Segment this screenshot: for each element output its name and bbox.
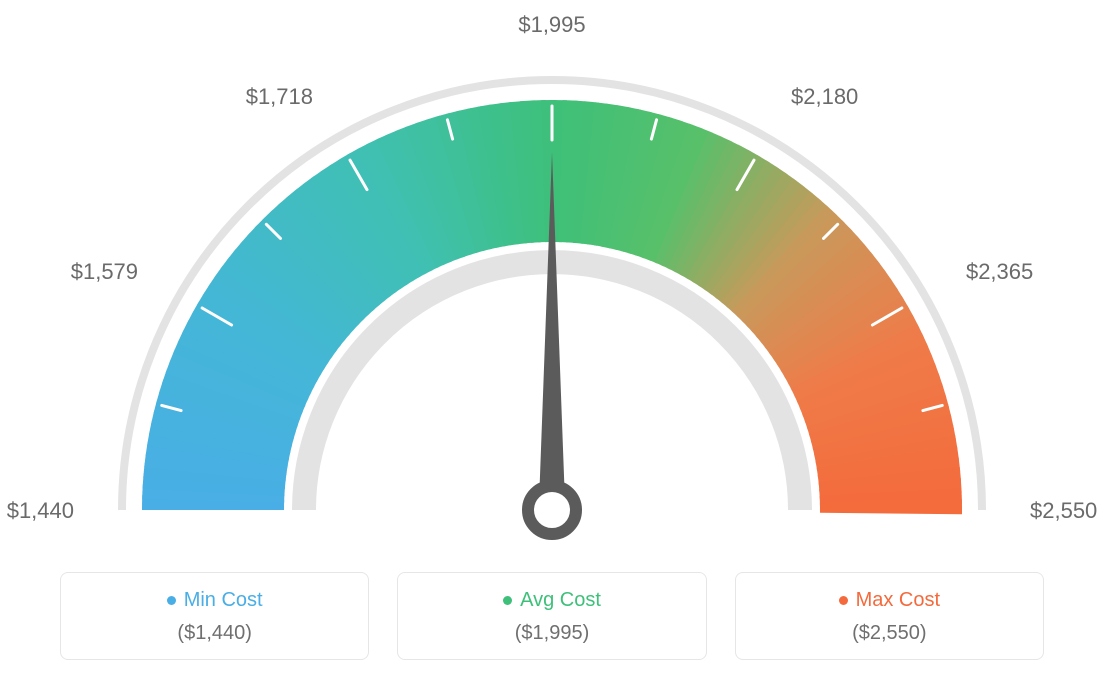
legend-value-max: ($2,550) — [746, 622, 1033, 645]
legend-value-avg: ($1,995) — [408, 622, 695, 645]
gauge-tick-label: $1,440 — [7, 498, 74, 523]
legend-title-max: Max Cost — [839, 589, 940, 612]
gauge-chart-container: $1,440 $1,579 $1,718 $1,995 $2,180 $2,365 $2,5… — [0, 0, 1104, 690]
gauge-tick-label: $2,365 — [966, 259, 1033, 284]
gauge-tick-label: $1,579 — [71, 259, 138, 284]
legend-title-min: Min Cost — [167, 589, 263, 612]
legend-title-avg-text: Avg Cost — [520, 589, 601, 612]
legend-row: Min Cost ($1,440) Avg Cost ($1,995) Max … — [60, 572, 1044, 660]
legend-dot-avg — [503, 596, 512, 605]
legend-card-min: Min Cost ($1,440) — [60, 572, 369, 660]
gauge-tick-label: $1,718 — [246, 84, 313, 109]
legend-title-min-text: Min Cost — [184, 589, 263, 612]
legend-card-avg: Avg Cost ($1,995) — [397, 572, 706, 660]
legend-dot-min — [167, 596, 176, 605]
legend-value-min: ($1,440) — [71, 622, 358, 645]
gauge-svg: $1,440 $1,579 $1,718 $1,995 $2,180 $2,365 $2,5… — [0, 0, 1104, 560]
gauge-tick-label: $1,995 — [518, 12, 585, 37]
gauge-needle-hub — [528, 486, 576, 534]
gauge-area: $1,440 $1,579 $1,718 $1,995 $2,180 $2,365 $2,5… — [0, 0, 1104, 560]
legend-card-max: Max Cost ($2,550) — [735, 572, 1044, 660]
legend-title-max-text: Max Cost — [856, 589, 940, 612]
gauge-tick-label: $2,550 — [1030, 498, 1097, 523]
legend-dot-max — [839, 596, 848, 605]
legend-title-avg: Avg Cost — [503, 589, 601, 612]
gauge-tick-label: $2,180 — [791, 84, 858, 109]
